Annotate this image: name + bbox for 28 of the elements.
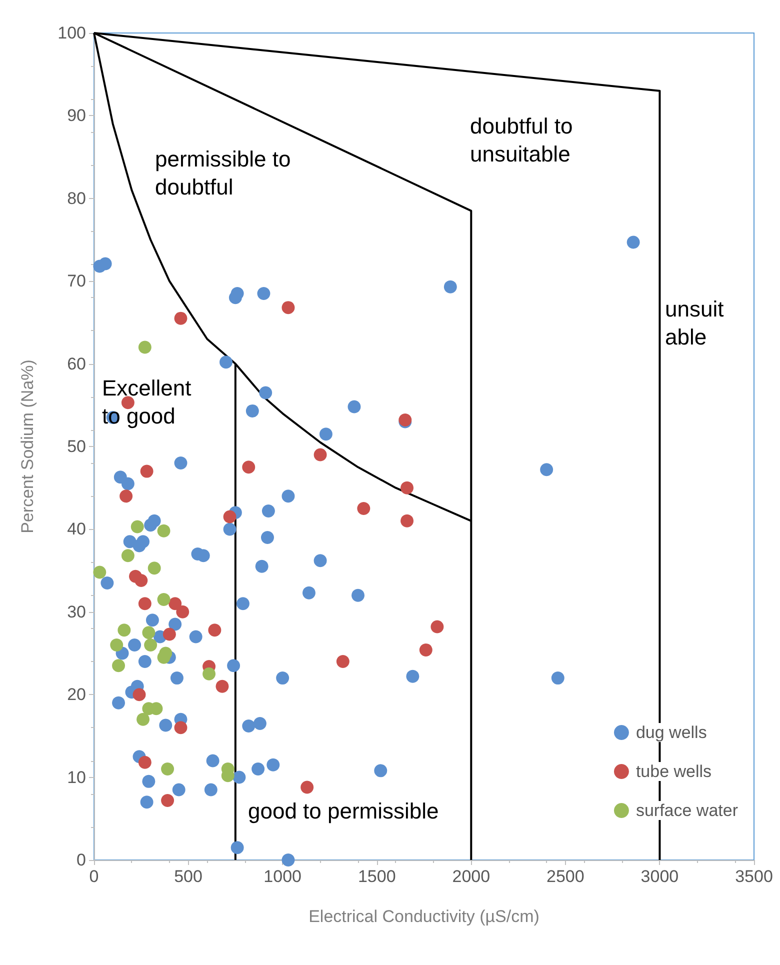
y-tick-label: 0 <box>76 850 86 870</box>
y-tick-label: 10 <box>67 768 86 787</box>
x-tick-label: 1500 <box>358 867 396 886</box>
x-tick-label: 3000 <box>640 867 679 886</box>
x-tick-label: 500 <box>174 867 202 886</box>
x-tick-label: 0 <box>89 867 99 886</box>
legend-label: tube wells <box>636 762 712 781</box>
x-tick-label: 2500 <box>546 867 584 886</box>
x-tick-label: 1000 <box>264 867 302 886</box>
y-tick-label: 70 <box>67 272 86 291</box>
y-tick-label: 80 <box>67 188 86 208</box>
x-tick-label: 3500 <box>735 867 773 886</box>
legend-label: dug wells <box>636 723 707 742</box>
x-tick-label: 2000 <box>452 867 490 886</box>
annotation: permissible to doubtful <box>155 146 291 200</box>
y-tick-label: 40 <box>67 520 86 539</box>
annotation: doubtful to unsuitable <box>470 114 573 166</box>
y-tick-label: 30 <box>67 602 86 622</box>
y-tick-label: 100 <box>58 24 86 42</box>
annotation: unsuit able <box>665 296 724 350</box>
y-tick-label: 90 <box>67 106 86 126</box>
legend-label: surface water <box>636 801 738 820</box>
x-axis-title: Electrical Conductivity (µS/cm) <box>308 907 540 926</box>
y-tick-label: 20 <box>67 685 86 704</box>
annotation: good to permissible <box>248 798 439 824</box>
y-axis-title: Percent Sodium (Na%) <box>18 360 37 534</box>
y-tick-label: 50 <box>67 437 86 456</box>
y-tick-label: 60 <box>67 354 86 374</box>
